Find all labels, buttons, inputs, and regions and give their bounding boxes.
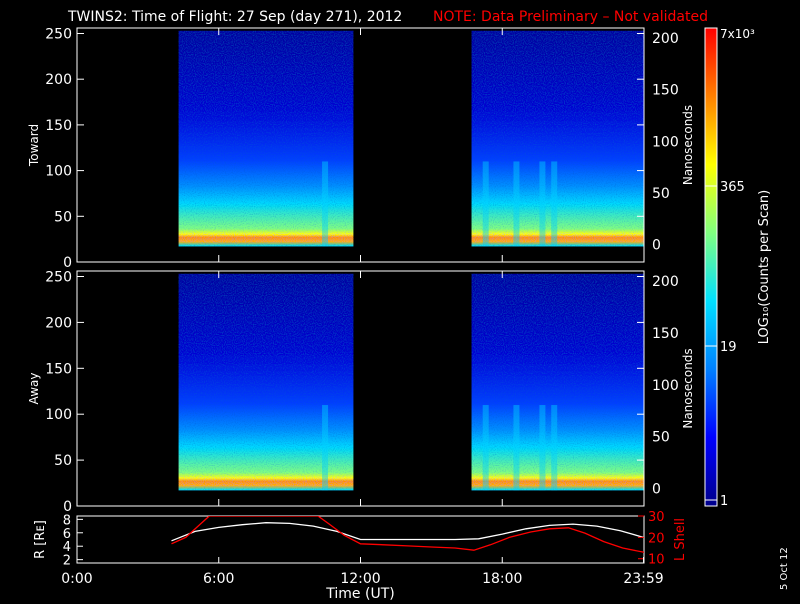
y-tick-label: 6 [63, 527, 71, 542]
date-stamp: 5 Oct 12 [779, 547, 790, 590]
y2-tick-label: 20 [648, 531, 665, 546]
y2-axis-label: Nanoseconds [681, 348, 695, 428]
y2-tick-label: 10 [648, 553, 665, 568]
toward-panel: 0 50 100 150 200 250 0 50 100 150 200 Toward Nanosec… [27, 26, 695, 271]
x-tick-label: 0:00 [61, 571, 92, 587]
colorbar-tick-label: 19 [720, 340, 737, 355]
colorbar: 365 19 1 7x10³ LOG₁₀(Counts per Scan) [704, 27, 772, 509]
colorbar-gradient [704, 27, 718, 507]
heatmap-block [178, 273, 354, 491]
y2-tick-label: 200 [652, 31, 679, 47]
y2-tick-label: 100 [652, 134, 679, 150]
y2-tick-label: 50 [652, 430, 670, 446]
y-tick-label: 8 [63, 513, 71, 528]
y2-tick-label: 150 [652, 326, 679, 342]
figure-title: TWINS2: Time of Flight: 27 Sep (day 271)… [67, 9, 402, 25]
lshell-line [171, 516, 644, 553]
y2-tick-label: 200 [652, 274, 679, 290]
y-tick-label: 150 [45, 361, 72, 377]
heatmap-spike [322, 161, 329, 247]
heatmap-block [471, 30, 644, 247]
heatmap-spike [551, 161, 558, 247]
y-tick-label: 200 [45, 72, 72, 88]
y-tick-label: 4 [63, 540, 71, 555]
y-axis-label: Away [27, 373, 41, 405]
x-axis-label: Time (UT) [325, 586, 394, 600]
preliminary-note: NOTE: Data Preliminary – Not validated [433, 9, 708, 25]
x-tick-label: 23:59 [623, 571, 663, 587]
heatmap-spike [482, 161, 489, 247]
y2-axis-label: Nanoseconds [681, 105, 695, 185]
x-tick-label: 6:00 [203, 571, 234, 587]
heatmap-spike [513, 405, 520, 491]
x-tick-label: 12:00 [340, 571, 380, 587]
heatmap-spike [539, 405, 546, 491]
y-tick-label: 250 [45, 270, 72, 286]
y-tick-label: 0 [63, 499, 72, 515]
y2-tick-label: 0 [652, 238, 661, 254]
heatmap-spike [539, 161, 546, 247]
away-panel: 0 50 100 150 200 250 0 50 100 150 200 Away Nanosecon… [27, 270, 695, 515]
y2-axis-label: L Shell [673, 518, 688, 561]
y2-tick-label: 150 [652, 83, 679, 99]
y-tick-label: 150 [45, 118, 72, 134]
y-tick-label: 50 [54, 453, 72, 469]
colorbar-top-label: 7x10³ [720, 27, 755, 41]
heatmap-block [178, 30, 354, 247]
heatmap-spike [322, 405, 329, 491]
y-axis-label: Toward [27, 124, 41, 167]
y-tick-label: 100 [45, 164, 72, 180]
colorbar-tick-label: 365 [720, 180, 745, 195]
y2-tick-label: 50 [652, 186, 670, 202]
y-tick-label: 2 [63, 554, 71, 569]
y-axis-label: R [Rᴇ] [33, 520, 48, 559]
y2-tick-label: 30 [648, 510, 665, 525]
heatmap-spike [513, 161, 520, 247]
colorbar-tick-label: 1 [720, 494, 728, 509]
heatmap-spike [551, 405, 558, 491]
r-distance-line [171, 522, 644, 542]
y2-tick-label: 100 [652, 378, 679, 394]
heatmap-spike [482, 405, 489, 491]
y-tick-label: 0 [63, 255, 72, 271]
heatmap-block [471, 273, 644, 491]
y-tick-label: 100 [45, 407, 72, 423]
y-tick-label: 250 [45, 26, 72, 42]
y-tick-label: 200 [45, 315, 72, 331]
colorbar-label: LOG₁₀(Counts per Scan) [757, 190, 772, 345]
y-tick-label: 50 [54, 209, 72, 225]
x-tick-label: 18:00 [482, 571, 522, 587]
y2-tick-label: 0 [652, 482, 661, 498]
